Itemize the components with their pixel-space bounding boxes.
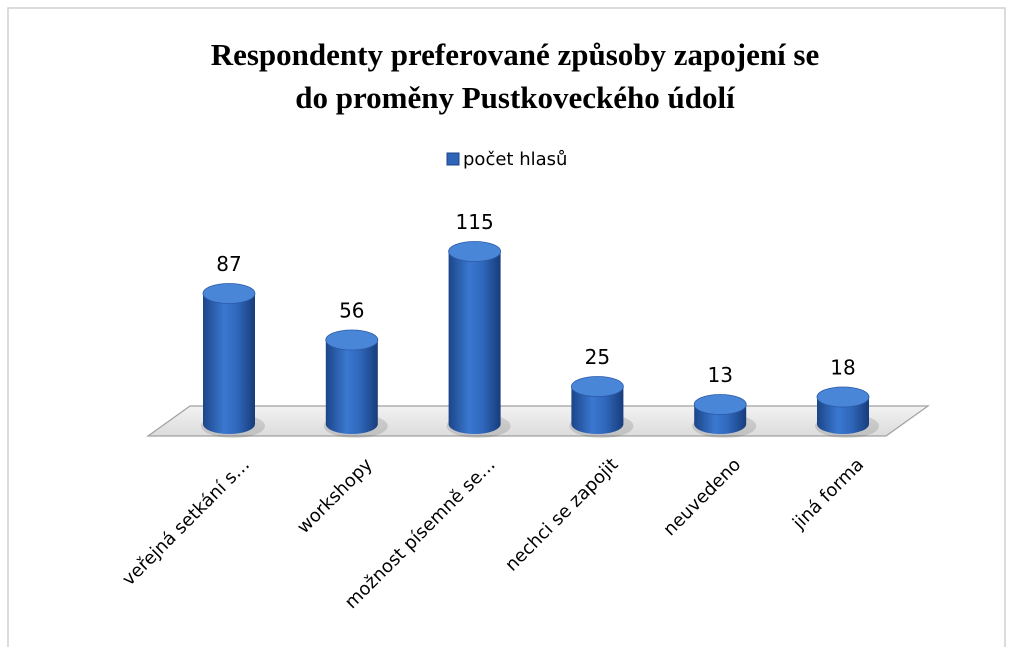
bar-top — [202, 283, 256, 304]
bar-top — [816, 386, 870, 408]
bar-top — [325, 329, 379, 351]
legend: počet hlasů — [446, 149, 567, 170]
floor — [146, 405, 930, 437]
bar — [323, 329, 388, 438]
data-label: 13 — [707, 363, 732, 387]
bar-top — [693, 394, 747, 415]
data-label: 18 — [830, 356, 855, 380]
data-label: 115 — [456, 210, 494, 234]
chart-title: do proměny Pustkoveckého údolí — [295, 80, 735, 115]
bar — [815, 386, 879, 438]
bar-body — [325, 340, 378, 434]
bar — [201, 283, 265, 438]
frame — [7, 7, 1006, 647]
bar — [446, 241, 511, 438]
legend-label: počet hlasů — [463, 149, 567, 170]
bar-top — [448, 241, 502, 262]
data-label: 56 — [339, 299, 364, 323]
data-label: 25 — [585, 345, 610, 369]
chart-title: Respondenty preferované způsoby zapojení… — [211, 37, 820, 72]
bar — [692, 394, 757, 438]
bar-body — [448, 251, 501, 434]
bar-body — [571, 386, 624, 434]
bar-body — [817, 397, 869, 434]
bar — [569, 376, 634, 438]
legend-swatch — [446, 152, 460, 166]
data-label: 87 — [216, 252, 241, 276]
bar-body — [203, 293, 255, 434]
bar-top — [571, 376, 624, 397]
